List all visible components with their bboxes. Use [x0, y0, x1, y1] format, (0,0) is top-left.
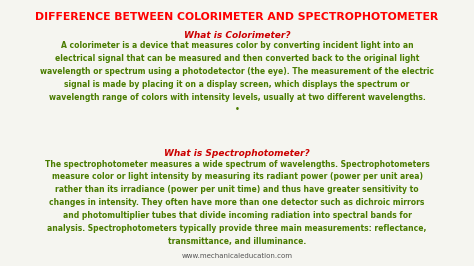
Text: The spectrophotometer measures a wide spectrum of wavelengths. Spectrophotometer: The spectrophotometer measures a wide sp… [45, 160, 429, 246]
Text: www.mechanicaleducation.com: www.mechanicaleducation.com [182, 253, 292, 259]
Text: What is Spectrophotometer?: What is Spectrophotometer? [164, 149, 310, 158]
Text: A colorimeter is a device that measures color by converting incident light into : A colorimeter is a device that measures … [40, 41, 434, 114]
Text: What is Colorimeter?: What is Colorimeter? [184, 31, 290, 40]
Text: DIFFERENCE BETWEEN COLORIMETER AND SPECTROPHOTOMETER: DIFFERENCE BETWEEN COLORIMETER AND SPECT… [36, 12, 438, 22]
